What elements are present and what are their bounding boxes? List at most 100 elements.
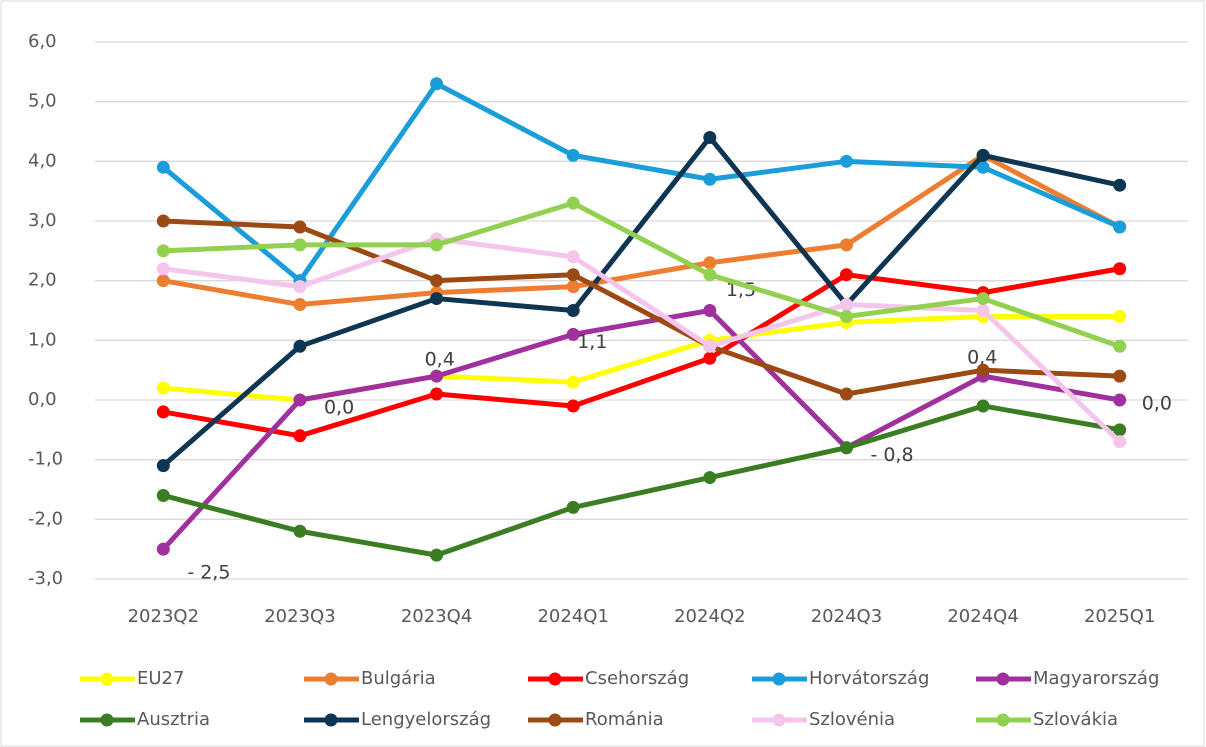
- marker: [703, 256, 717, 270]
- marker: [1113, 435, 1127, 449]
- marker: [156, 405, 170, 419]
- marker: [1113, 309, 1127, 323]
- data-label: - 2,5: [187, 562, 230, 584]
- marker: [976, 148, 990, 162]
- legend-marker: [772, 672, 786, 686]
- legend-label: EU27: [137, 668, 184, 689]
- series-line: [162, 236, 1122, 444]
- legend-marker: [996, 713, 1010, 727]
- data-label: 0,0: [1142, 393, 1172, 415]
- marker: [1113, 339, 1127, 353]
- legend-marker: [324, 713, 338, 727]
- marker: [156, 274, 170, 288]
- x-tick-label: 2024Q4: [947, 606, 1018, 627]
- marker: [1113, 369, 1127, 383]
- marker: [156, 459, 170, 473]
- x-tick-label: 2023Q2: [128, 606, 199, 627]
- marker: [1113, 262, 1127, 276]
- x-tick-label: 2023Q3: [264, 606, 335, 627]
- marker: [156, 381, 170, 395]
- marker: [293, 238, 307, 252]
- legend-label: Horvátország: [809, 668, 929, 689]
- data-label: 0,4: [967, 347, 997, 369]
- legend-label: Szlovákia: [1033, 709, 1118, 730]
- marker: [430, 77, 444, 91]
- marker: [566, 327, 580, 341]
- y-tick-label: 0,0: [28, 389, 57, 410]
- marker: [566, 500, 580, 514]
- marker: [430, 387, 444, 401]
- marker: [703, 130, 717, 144]
- y-tick-label: -2,0: [28, 508, 63, 529]
- marker: [156, 244, 170, 258]
- marker: [839, 387, 853, 401]
- marker: [293, 393, 307, 407]
- x-tick-label: 2024Q3: [811, 606, 882, 627]
- marker: [1113, 423, 1127, 437]
- series-line: [162, 266, 1121, 439]
- series-line: [161, 81, 1121, 284]
- data-label: 1,1: [577, 331, 607, 353]
- marker: [1113, 393, 1127, 407]
- legend-marker: [996, 672, 1010, 686]
- marker: [566, 268, 580, 282]
- legend-label: Szlovénia: [809, 709, 895, 730]
- marker: [156, 214, 170, 228]
- marker: [839, 238, 853, 252]
- marker: [566, 196, 580, 210]
- legend-label: Románia: [585, 709, 664, 730]
- marker: [976, 399, 990, 413]
- y-tick-label: -3,0: [28, 568, 63, 589]
- y-tick-label: 1,0: [28, 329, 57, 350]
- marker: [430, 548, 444, 562]
- marker: [976, 160, 990, 174]
- marker: [976, 304, 990, 317]
- marker: [566, 304, 580, 317]
- x-tick-label: 2024Q2: [674, 606, 745, 627]
- y-tick-label: 3,0: [28, 210, 57, 231]
- marker: [703, 471, 717, 485]
- legend-marker: [548, 713, 562, 727]
- legend-marker: [100, 672, 114, 686]
- marker: [566, 399, 580, 413]
- marker: [293, 280, 307, 294]
- marker: [566, 250, 580, 264]
- marker: [566, 375, 580, 389]
- series-line: [162, 152, 1121, 308]
- marker: [293, 339, 307, 353]
- legend-marker: [100, 713, 114, 727]
- marker: [839, 268, 853, 282]
- series-line: [161, 308, 1121, 551]
- series-line: [163, 218, 1120, 397]
- legend-marker: [772, 713, 786, 727]
- x-tick-label: 2024Q1: [537, 606, 608, 627]
- y-tick-label: -1,0: [28, 449, 63, 470]
- marker: [839, 441, 853, 455]
- marker: [156, 160, 170, 174]
- legend-marker: [324, 672, 338, 686]
- y-tick-label: 4,0: [28, 150, 57, 171]
- x-tick-label: 2025Q1: [1084, 606, 1155, 627]
- data-label: - 0,8: [870, 444, 913, 466]
- marker: [156, 488, 170, 502]
- series-line: [163, 200, 1121, 349]
- legend-marker: [548, 672, 562, 686]
- marker: [703, 304, 717, 317]
- legend-label: Bulgária: [361, 668, 436, 689]
- series-line: [162, 403, 1121, 558]
- marker: [703, 351, 717, 365]
- marker: [566, 280, 580, 294]
- legend-label: Csehország: [585, 668, 689, 689]
- data-label: 0,4: [425, 349, 455, 371]
- marker: [156, 542, 170, 556]
- data-label: 0,0: [324, 397, 354, 419]
- marker: [430, 369, 444, 383]
- marker: [430, 292, 444, 306]
- marker: [839, 309, 853, 323]
- y-tick-label: 5,0: [28, 91, 57, 112]
- y-tick-label: 2,0: [28, 270, 57, 291]
- y-tick-label: 6,0: [28, 31, 57, 52]
- marker: [293, 220, 307, 234]
- marker: [839, 154, 853, 168]
